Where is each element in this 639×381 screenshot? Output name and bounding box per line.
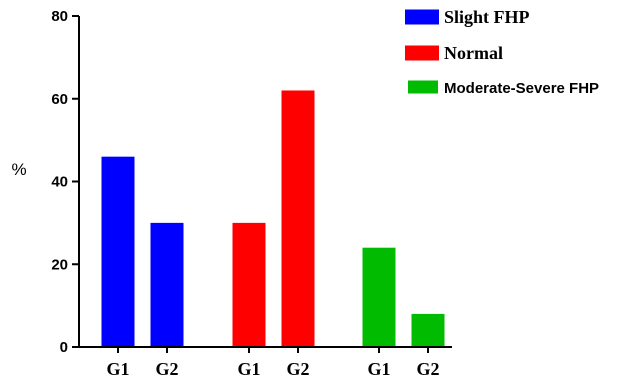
legend-label: Slight FHP — [444, 7, 530, 27]
y-axis: 0 20 40 60 80 — [51, 8, 80, 356]
y-tick-label: 0 — [60, 339, 68, 356]
legend: Slight FHP Normal Moderate-Severe FHP — [405, 7, 599, 97]
bar — [101, 156, 135, 347]
x-tick-label: G1 — [237, 359, 260, 379]
legend-swatch — [405, 9, 439, 25]
legend-swatch — [405, 45, 439, 61]
bar — [362, 247, 396, 347]
x-tick-label: G2 — [286, 359, 309, 379]
y-tick-label: 40 — [51, 174, 68, 191]
x-tick-label: G2 — [155, 359, 178, 379]
bar — [281, 90, 315, 347]
bar — [411, 313, 445, 347]
x-tick-label: G1 — [106, 359, 129, 379]
x-tick-label: G1 — [367, 359, 390, 379]
y-tick-label: 80 — [51, 8, 68, 25]
bar — [232, 222, 266, 347]
bar — [150, 222, 184, 347]
y-tick-label: 60 — [51, 91, 68, 108]
legend-label: Normal — [444, 43, 503, 63]
y-axis-label: % — [11, 160, 26, 179]
x-tick-label: G2 — [416, 359, 439, 379]
y-tick-label: 20 — [51, 256, 68, 273]
x-axis: G1 G2 G1 G2 G1 G2 — [78, 346, 452, 379]
legend-swatch — [408, 80, 438, 94]
legend-label: Moderate-Severe FHP — [444, 80, 599, 97]
bars — [101, 90, 445, 347]
